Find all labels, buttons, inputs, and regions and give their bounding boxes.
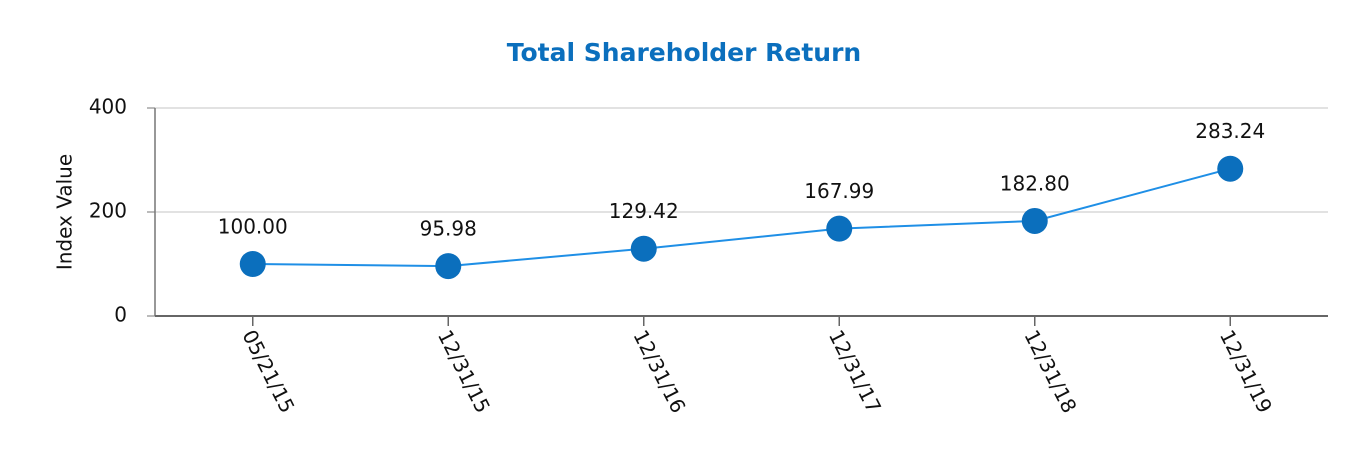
data-point xyxy=(1021,207,1048,234)
chart-title: Total Shareholder Return xyxy=(507,38,861,67)
x-tick-label: 12/31/16 xyxy=(628,326,690,417)
y-tick-label: 200 xyxy=(89,199,127,223)
data-label: 129.42 xyxy=(609,199,679,223)
data-label: 167.99 xyxy=(804,179,874,203)
x-tick-label: 12/31/18 xyxy=(1019,326,1081,417)
data-point xyxy=(1217,155,1244,182)
data-point xyxy=(826,215,853,242)
data-label: 95.98 xyxy=(420,217,477,241)
data-label: 283.24 xyxy=(1195,119,1265,143)
x-tick-label: 12/31/19 xyxy=(1215,326,1277,417)
data-label: 100.00 xyxy=(218,215,288,239)
data-point xyxy=(435,253,462,280)
data-line xyxy=(252,167,1231,268)
y-tick-label: 400 xyxy=(89,95,127,119)
x-tick-label: 05/21/15 xyxy=(237,326,299,417)
y-axis-title: Index Value xyxy=(53,154,77,270)
y-tick-label: 0 xyxy=(114,303,127,327)
data-point xyxy=(630,235,657,262)
x-tick-label: 12/31/15 xyxy=(433,326,495,417)
x-tick-label: 12/31/17 xyxy=(824,326,886,417)
data-label: 182.80 xyxy=(1000,171,1070,195)
data-point xyxy=(239,251,266,277)
